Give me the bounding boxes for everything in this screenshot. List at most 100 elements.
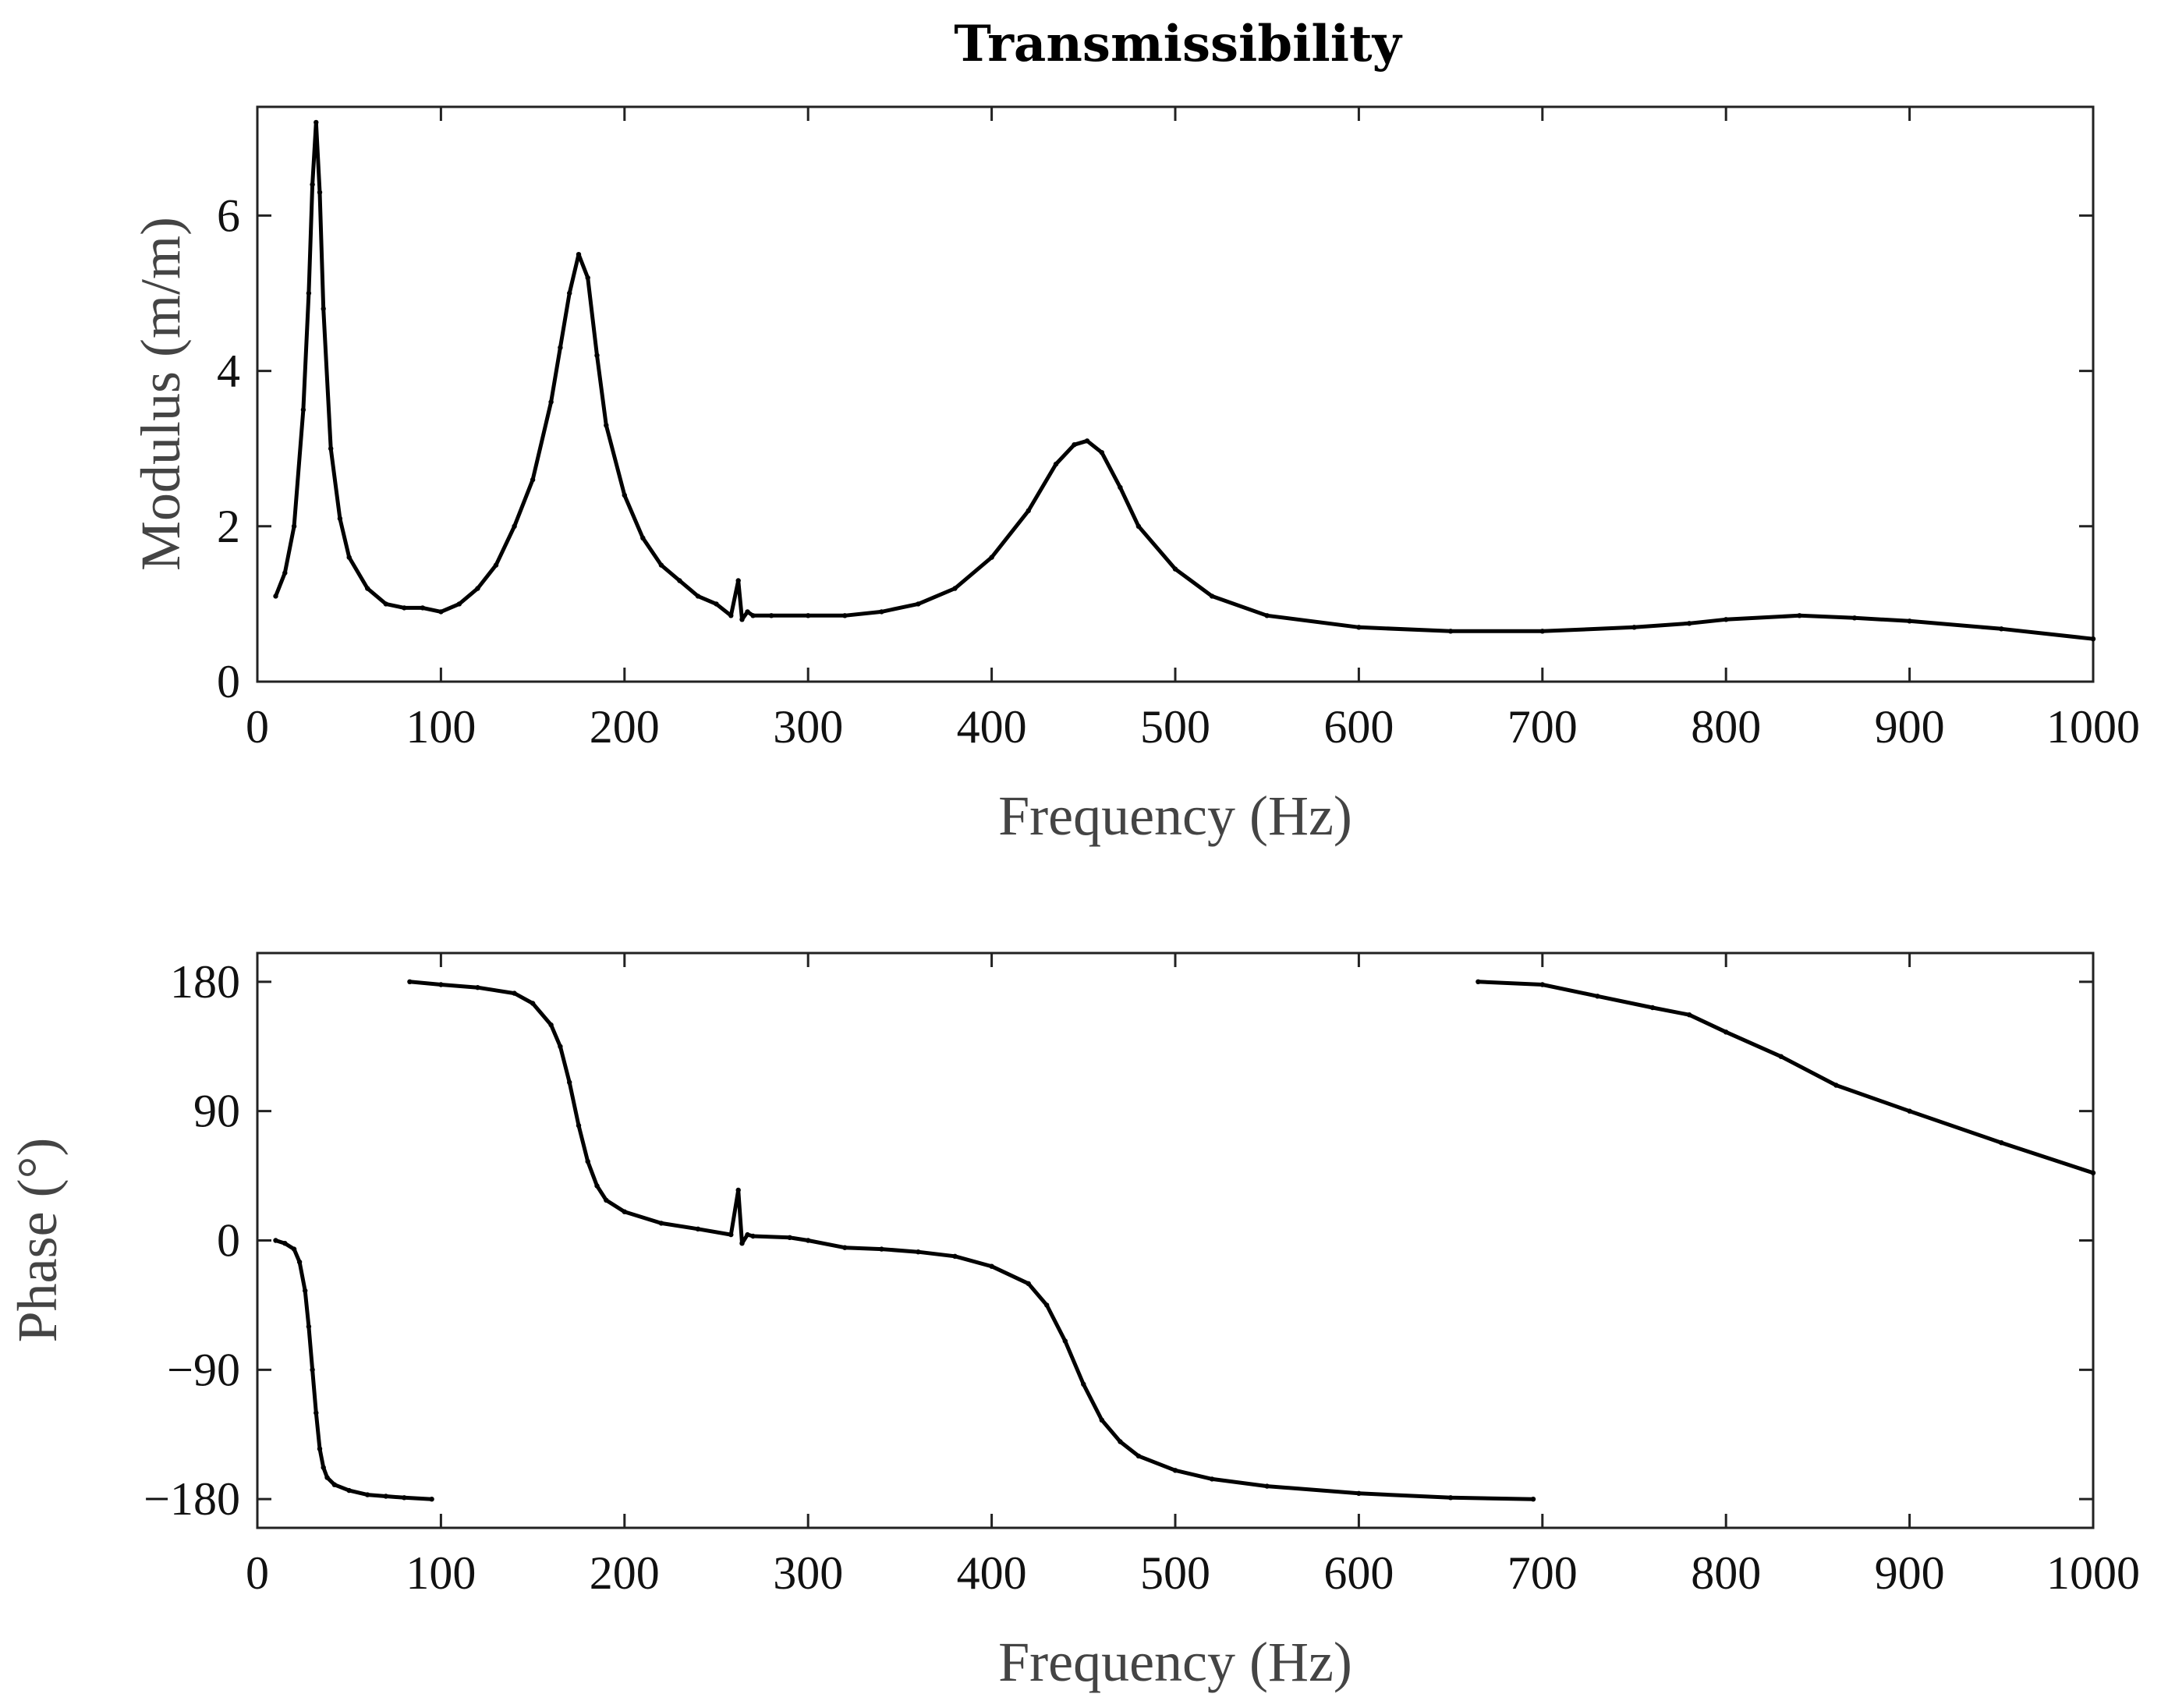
data-point (916, 601, 921, 607)
phase-series (273, 979, 2096, 1502)
x-tick-label: 800 (1691, 701, 1761, 753)
data-point (952, 586, 958, 591)
data-point (604, 1197, 609, 1203)
y-tick-label: 180 (170, 956, 240, 1008)
data-point (604, 423, 609, 428)
data-point (1081, 1381, 1086, 1387)
series-points (273, 119, 2096, 642)
data-point (728, 613, 734, 618)
data-point (1447, 629, 1454, 634)
data-point (314, 119, 319, 126)
x-tick-label: 0 (246, 1547, 269, 1599)
data-point (512, 523, 517, 529)
data-point (1797, 613, 1802, 618)
x-tick: 400 (957, 107, 1027, 753)
data-point (576, 1122, 582, 1129)
data-point (1356, 1490, 1362, 1497)
series-points (273, 1238, 434, 1502)
data-point (739, 617, 745, 622)
modulus-panel: 0 100 200 300 400 500 600 700 800 900 1000 0 2 4 6 Fr… (129, 105, 2140, 847)
data-point (1851, 615, 1858, 621)
y-tick-label: 90 (193, 1086, 240, 1137)
data-point (677, 578, 682, 583)
x-tick: 700 (1507, 953, 1578, 1599)
modulus-series (273, 119, 2096, 642)
x-tick-label: 800 (1691, 1547, 1761, 1599)
data-point (1530, 1497, 1536, 1502)
y-tick-label: −90 (167, 1344, 240, 1395)
x-tick: 0 (246, 953, 269, 1599)
data-point (1686, 1012, 1692, 1018)
x-tick-label: 900 (1875, 701, 1945, 753)
data-point (314, 1410, 319, 1416)
data-point (407, 979, 413, 985)
data-point (1026, 508, 1031, 514)
data-point (1118, 1439, 1123, 1444)
series-points (1476, 979, 2096, 1176)
data-point (1044, 1302, 1050, 1308)
data-point (383, 1494, 388, 1499)
data-point (745, 609, 750, 615)
data-point (1999, 1140, 2004, 1146)
data-point (365, 586, 370, 591)
data-point (594, 353, 600, 358)
y-tick: 0 (217, 1215, 2093, 1267)
y-tick: −90 (167, 1344, 2093, 1395)
data-point (806, 613, 811, 618)
data-point (739, 1241, 745, 1246)
data-point (429, 1497, 434, 1502)
data-point (728, 1231, 734, 1238)
data-point (1172, 566, 1178, 572)
data-point (1649, 1005, 1656, 1011)
data-point (273, 594, 278, 599)
data-point (321, 306, 326, 312)
data-point (1476, 979, 1481, 985)
data-point (346, 1487, 352, 1494)
data-point (493, 562, 499, 568)
x-tick: 600 (1323, 107, 1394, 753)
data-point (346, 555, 352, 560)
data-point (306, 1324, 312, 1330)
data-point (558, 345, 563, 350)
x-tick: 1000 (2046, 107, 2140, 753)
x-tick: 0 (246, 107, 269, 753)
data-point (1723, 1029, 1729, 1035)
x-tick-label: 100 (406, 1547, 476, 1599)
series-line-phase-2 (407, 980, 1536, 1501)
data-point (750, 613, 756, 618)
data-point (1631, 625, 1637, 630)
x-tick-label: 300 (773, 1547, 843, 1599)
data-point (768, 613, 774, 618)
x-tick: 100 (406, 953, 476, 1599)
y-tick: 6 (217, 190, 2093, 241)
data-point (1356, 625, 1362, 630)
data-point (438, 609, 444, 615)
phase-x-axis-label: Frequency (Hz) (998, 1631, 1352, 1693)
data-point (658, 1221, 664, 1226)
phase-axes-frame (256, 951, 2095, 1529)
data-point (576, 252, 582, 257)
x-tick: 800 (1691, 953, 1761, 1599)
y-tick-label: −180 (143, 1473, 240, 1525)
modulus-axes-frame (256, 105, 2095, 683)
data-point (1026, 1281, 1031, 1287)
data-point (879, 609, 884, 615)
x-tick-label: 1000 (2046, 1547, 2140, 1599)
data-point (530, 1001, 536, 1006)
data-point (695, 1226, 701, 1232)
data-point (1907, 1108, 1912, 1114)
x-tick-label: 600 (1323, 1547, 1394, 1599)
x-tick: 100 (406, 107, 476, 753)
data-point (331, 1482, 338, 1487)
data-point (456, 601, 462, 607)
data-point (512, 990, 517, 996)
data-point (383, 601, 388, 607)
data-point (622, 492, 627, 498)
data-point (321, 1465, 326, 1470)
data-point (989, 555, 994, 560)
data-point (328, 446, 334, 452)
data-point (1723, 617, 1729, 622)
data-point (337, 516, 343, 522)
x-tick: 300 (773, 107, 843, 753)
